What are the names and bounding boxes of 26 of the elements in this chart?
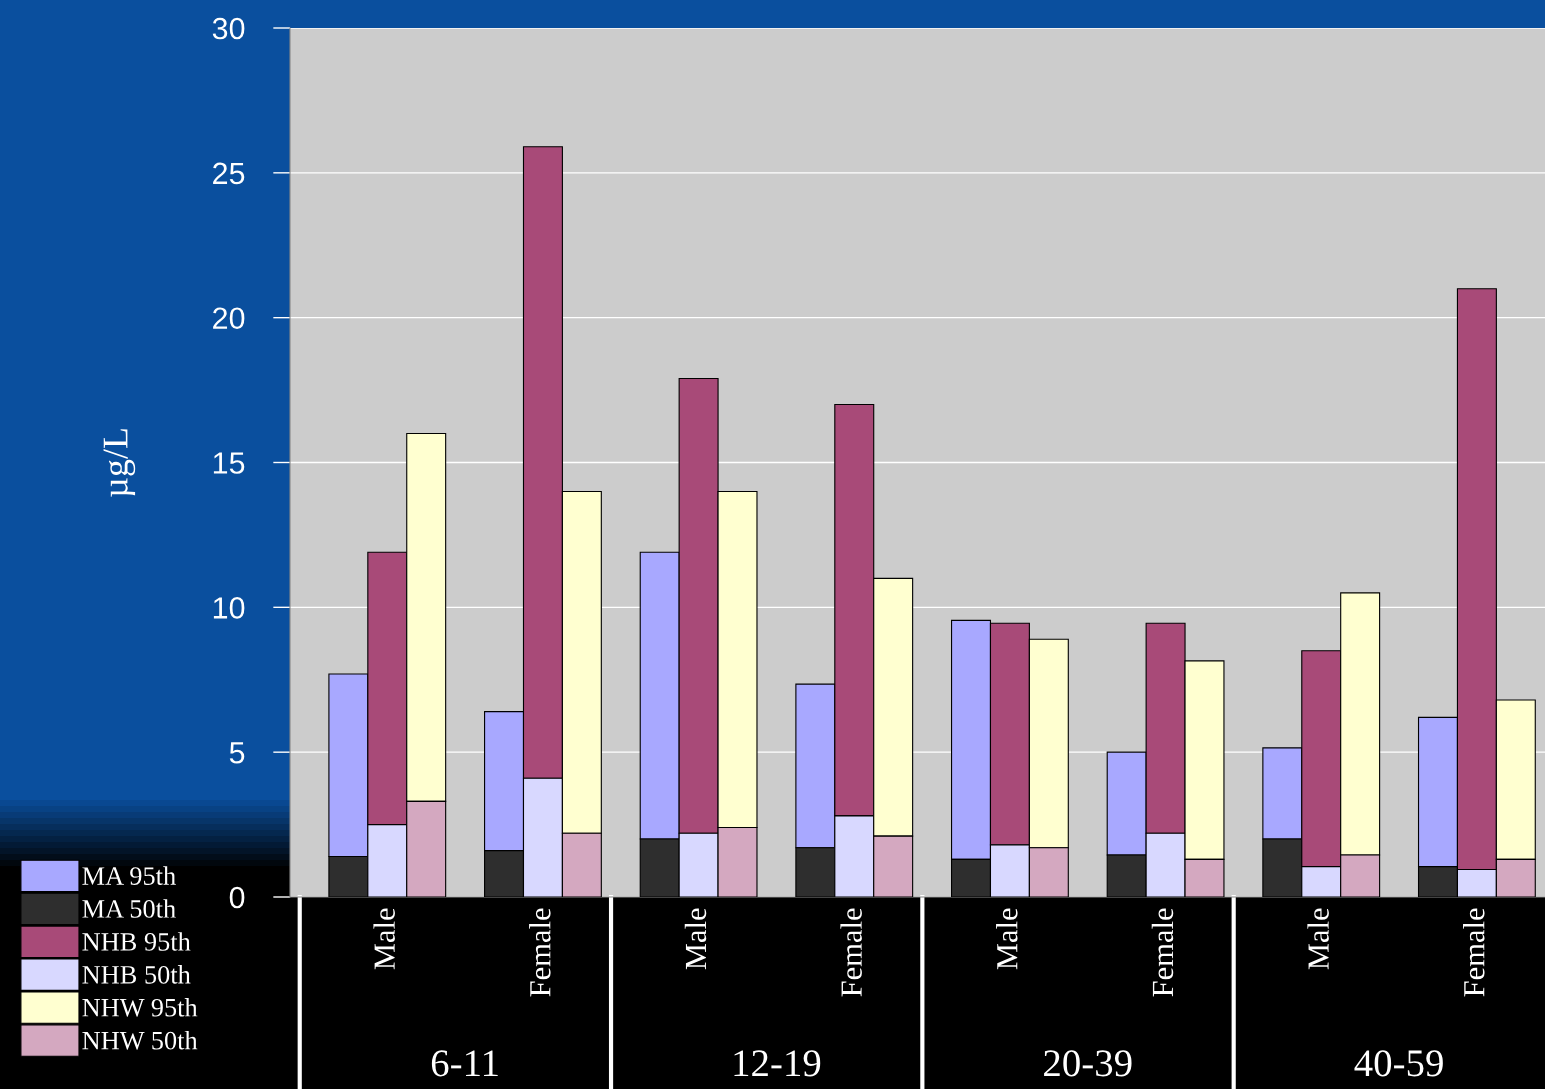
x-tick-label: Male xyxy=(996,908,1018,970)
legend-label: NHW 50th xyxy=(82,1030,198,1050)
legend-label: MA 50th xyxy=(82,899,176,918)
x-tick-label: Female xyxy=(1151,908,1174,997)
x-tick-label: Male xyxy=(1307,908,1329,970)
legend-label: NHB 95th xyxy=(82,932,191,951)
y-tick-label: 5 xyxy=(229,742,245,764)
y-tick-label: 15 xyxy=(213,452,245,474)
x-tick-label: Male xyxy=(684,908,707,970)
x-tick-label: Female xyxy=(529,908,551,997)
legend-label: MA 95th xyxy=(82,866,176,885)
x-tick-label: Female xyxy=(1463,908,1485,997)
y-tick-label: 0 xyxy=(229,886,245,909)
x-tick-label: Female xyxy=(840,908,862,997)
y-tick-label: 10 xyxy=(213,597,245,619)
text: 20-39 xyxy=(1044,1050,1132,1077)
text: 40-59 xyxy=(1354,1050,1443,1077)
x-tick-label: Male xyxy=(373,908,395,970)
legend-label: NHW 95th xyxy=(82,998,198,1017)
text: 12-19 xyxy=(734,1050,821,1077)
y-tick-label: 20 xyxy=(213,307,245,330)
legend-label: NHB 50th xyxy=(82,965,191,984)
y-axis-title: µg/L xyxy=(103,429,136,497)
y-tick-label: 30 xyxy=(212,17,245,40)
y-tick-label: 25 xyxy=(213,162,245,185)
text: 6-11 xyxy=(431,1050,498,1077)
